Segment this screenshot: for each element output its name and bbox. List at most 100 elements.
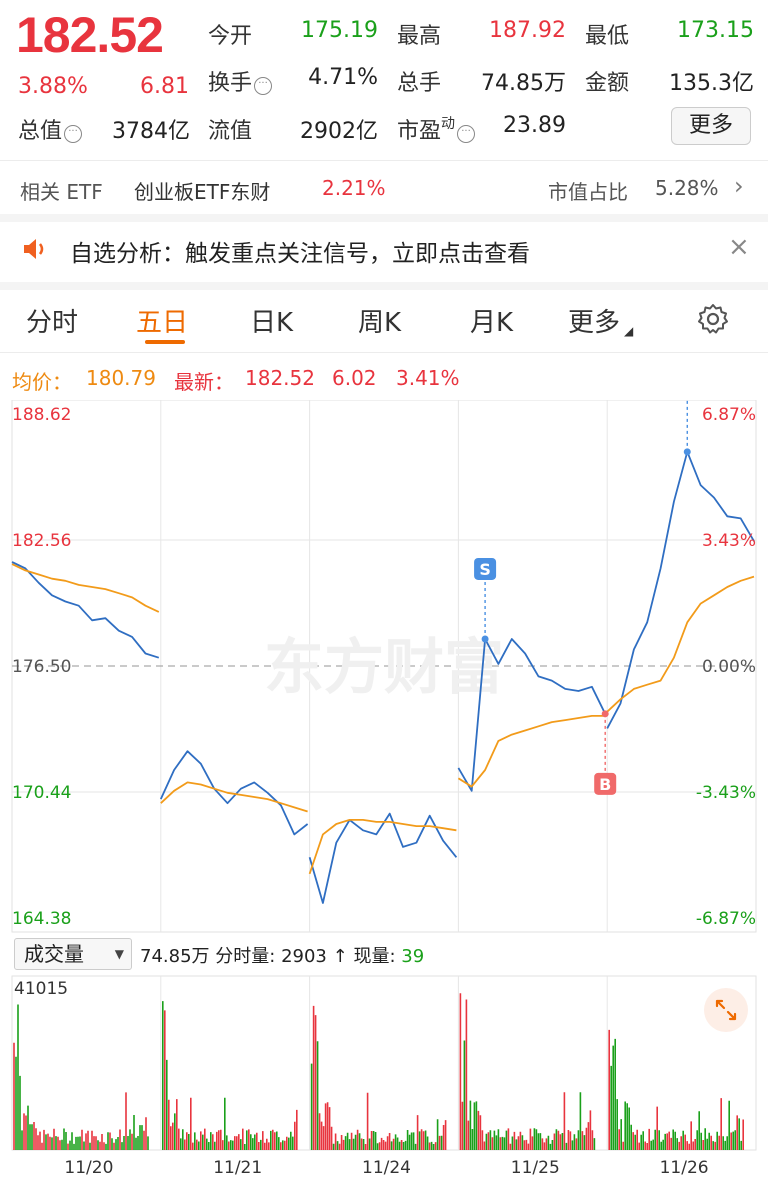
watermark: 东方财富 xyxy=(264,633,504,703)
mcap-value: 3784亿 xyxy=(112,119,190,144)
avg-line-day-5 xyxy=(606,575,755,713)
y-left-tick: 176.50 xyxy=(12,657,71,677)
tab-five-day[interactable]: 五日 xyxy=(136,308,189,338)
price-line-day-4 xyxy=(457,638,607,792)
chart-tabs: 分时 五日 日K 周K 月K 更多 ◢ xyxy=(0,290,768,352)
latest-change: 6.02 xyxy=(332,366,377,390)
float-value: 2902亿 xyxy=(300,119,378,144)
info-icon[interactable]: ··· xyxy=(457,125,476,143)
avg-line-day-3 xyxy=(308,818,457,875)
price-line-day-3 xyxy=(308,812,458,904)
caret-down-icon: ▼ xyxy=(114,947,124,961)
open-value: 175.19 xyxy=(301,18,378,43)
price-line-day-5 xyxy=(606,450,755,729)
y-left-tick: 164.38 xyxy=(12,909,71,929)
y-right-tick: -6.87% xyxy=(696,909,756,929)
y-right-tick: 6.87% xyxy=(702,405,756,425)
float-label: 流值 xyxy=(208,119,253,144)
chevron-right-icon: › xyxy=(734,172,744,200)
volume-bars-up xyxy=(13,993,744,1150)
avg-label: 均价： xyxy=(12,370,72,394)
divider xyxy=(0,160,768,161)
latest-label: 最新： xyxy=(174,370,234,394)
open-label: 今开 xyxy=(208,24,253,49)
price-line-day-2 xyxy=(159,750,309,836)
info-icon[interactable]: ··· xyxy=(254,77,273,95)
y-right-tick: 0.00% xyxy=(702,657,756,677)
related-etf-row[interactable]: 相关 ETF 创业板ETF东财 2.21% 市值占比 5.28% › xyxy=(0,162,768,212)
y-left-tick: 182.56 xyxy=(12,531,71,551)
low-label: 最低 xyxy=(585,24,630,49)
quote-header: 182.52 3.88% 6.81 今开 175.19 最高 187.92 最低… xyxy=(0,0,768,160)
change-percent: 3.88% xyxy=(18,74,88,99)
up-arrow-icon: ↑ xyxy=(332,946,348,967)
tab-more[interactable]: 更多 ◢ xyxy=(568,308,634,338)
x-date-label: 11/25 xyxy=(510,1158,560,1178)
latest-percent: 3.41% xyxy=(396,366,460,390)
current-volume-value: 39 xyxy=(401,946,425,967)
more-button[interactable]: 更多 xyxy=(671,107,751,145)
marker-label: B xyxy=(599,775,611,794)
price-line-day-1 xyxy=(11,561,160,659)
close-icon[interactable]: × xyxy=(728,232,750,262)
sell-marker[interactable]: S xyxy=(474,557,497,580)
avg-line-day-4 xyxy=(457,714,606,788)
turnover-value: 4.71% xyxy=(308,65,378,90)
low-value: 173.15 xyxy=(677,18,754,43)
volume-chart[interactable]: 41015 xyxy=(0,972,768,1157)
ratio-label: 市值占比 xyxy=(548,180,628,204)
volume-info: 74.85万 分时量: 2903 ↑ 现量: 39 xyxy=(140,942,424,968)
minute-volume-label: 分时量: xyxy=(215,946,276,967)
info-icon[interactable]: ··· xyxy=(64,125,83,143)
y-left-tick: 170.44 xyxy=(12,783,71,803)
y-left-tick: 188.62 xyxy=(12,405,71,425)
gear-icon[interactable] xyxy=(696,302,730,336)
expand-icon xyxy=(715,999,737,1021)
latest-value: 182.52 xyxy=(245,366,315,390)
etf-label: 相关 ETF xyxy=(20,180,103,204)
tab-weekly-k[interactable]: 周K xyxy=(358,308,402,338)
divider xyxy=(0,352,768,353)
volume-total: 74.85万 xyxy=(140,946,210,967)
caret-icon: ◢ xyxy=(624,324,634,338)
x-date-label: 11/20 xyxy=(64,1158,114,1178)
y-right-tick: 3.43% xyxy=(702,531,756,551)
y-right-tick: -3.43% xyxy=(696,783,756,803)
speaker-icon xyxy=(24,239,44,259)
etf-change: 2.21% xyxy=(322,176,386,200)
turnover-label: 换手 ··· xyxy=(208,65,273,97)
pe-value: 23.89 xyxy=(503,113,566,138)
volume-header: 成交量 ▼ 74.85万 分时量: 2903 ↑ 现量: 39 xyxy=(0,936,768,972)
volume-bars-down xyxy=(15,1001,742,1150)
average-info-row: 均价： 180.79 最新： 182.52 6.02 3.41% xyxy=(0,364,768,394)
tab-minute[interactable]: 分时 xyxy=(26,308,79,338)
volume-label: 总手 xyxy=(397,71,442,96)
etf-name: 创业板ETF东财 xyxy=(134,180,271,204)
volume-value: 74.85万 xyxy=(481,71,566,96)
volume-max-label: 41015 xyxy=(14,979,68,999)
high-label: 最高 xyxy=(397,24,442,49)
marker-label: S xyxy=(479,560,491,579)
x-date-label: 11/21 xyxy=(213,1158,263,1178)
alert-text: 自选分析：触发重点关注信号，立即点击查看 xyxy=(70,241,530,267)
avg-line-day-2 xyxy=(160,781,308,813)
high-value: 187.92 xyxy=(489,18,566,43)
last-price: 182.52 xyxy=(16,7,164,63)
buy-marker[interactable]: B xyxy=(594,772,617,795)
tab-daily-k[interactable]: 日K xyxy=(250,308,294,338)
indicator-select[interactable]: 成交量 ▼ xyxy=(14,938,132,970)
expand-button[interactable] xyxy=(704,988,748,1032)
alert-banner[interactable]: 自选分析：触发重点关注信号，立即点击查看 × xyxy=(0,222,768,278)
current-volume-label: 现量: xyxy=(353,946,396,967)
avg-line-day-1 xyxy=(11,563,160,613)
pe-label: 市盈动 ··· xyxy=(397,113,476,145)
minute-volume-value: 2903 xyxy=(281,946,327,967)
tab-monthly-k[interactable]: 月K xyxy=(470,308,514,338)
ratio-value: 5.28% xyxy=(655,176,719,200)
x-date-label: 11/24 xyxy=(362,1158,411,1178)
mcap-label: 总值 ··· xyxy=(18,113,83,145)
divider xyxy=(0,214,768,222)
five-day-price-chart[interactable]: 东方财富 SBS 188.626.87%182.563.43%176.500.0… xyxy=(0,400,768,934)
amount-value: 135.3亿 xyxy=(669,71,754,96)
active-tab-indicator xyxy=(145,340,185,344)
